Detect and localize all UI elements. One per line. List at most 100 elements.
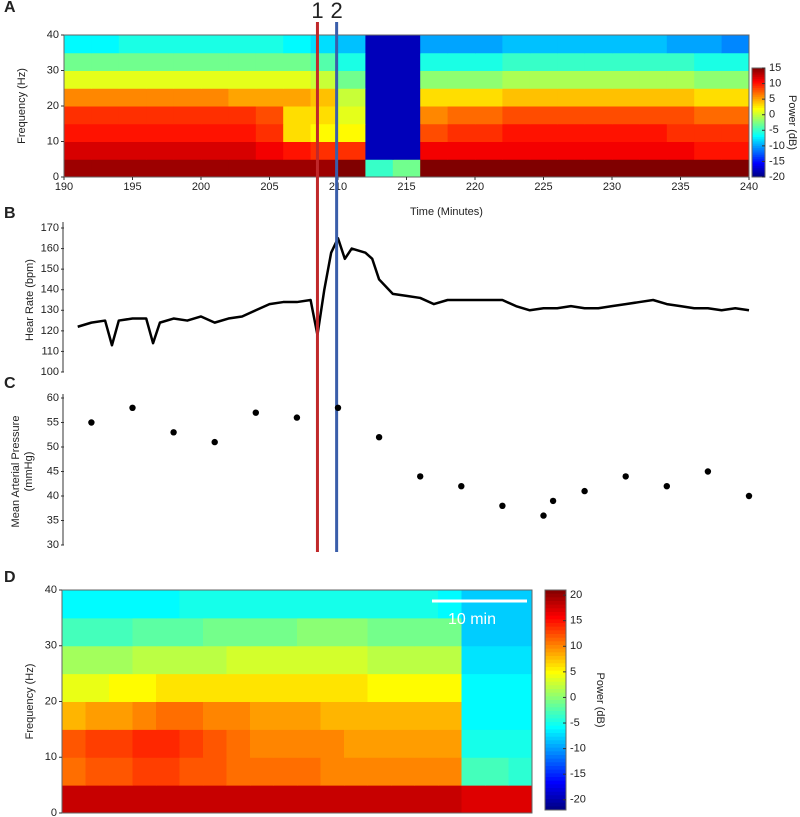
heat-cell (485, 701, 509, 730)
colorbar-segment (752, 97, 765, 100)
y-tick-label: 170 (41, 222, 59, 234)
heat-cell (338, 123, 366, 142)
heat-cell (502, 70, 531, 89)
heat-cell (255, 88, 284, 107)
heat-cell (64, 141, 92, 160)
heat-cell (639, 141, 668, 160)
heat-cell (475, 52, 503, 71)
heat-cell (273, 590, 298, 619)
heat-cell (475, 88, 503, 107)
heat-cell (438, 785, 462, 814)
y-tick-label: 55 (47, 416, 59, 428)
heat-cell (283, 159, 312, 178)
heat-cell (203, 617, 227, 647)
heat-cell (297, 785, 321, 814)
scale-bar-label: 10 min (448, 611, 496, 628)
heat-cell (367, 673, 392, 702)
pressure-point (129, 404, 136, 411)
heat-cell (320, 785, 345, 814)
panel-label: B (4, 205, 16, 222)
colorbar-segment (752, 171, 765, 174)
heat-cell (367, 701, 392, 730)
heat-cell (173, 35, 202, 54)
heart-rate-line (77, 237, 750, 347)
heat-cell (203, 590, 227, 619)
colorbar-segment (752, 157, 765, 160)
colorbar-segment (752, 98, 765, 102)
heat-cell (173, 141, 202, 160)
colorbar-segment (752, 80, 765, 84)
heat-cell (438, 729, 462, 758)
heat-cell (639, 35, 668, 54)
heat-cell (64, 159, 92, 178)
heat-cell (64, 106, 92, 125)
colorbar-segment (752, 100, 765, 104)
x-tick-label: 230 (603, 181, 621, 193)
heat-cell (338, 141, 366, 160)
colorbar-segment (752, 147, 765, 151)
heat-cell (109, 785, 133, 814)
colorbar-segment (545, 604, 566, 609)
colorbar-segment (752, 113, 765, 116)
heat-cell (392, 141, 421, 160)
heat-cell (62, 729, 86, 758)
heat-cell (250, 757, 274, 786)
heat-cell (721, 70, 750, 89)
heat-cell (250, 729, 274, 758)
colorbar-segment (752, 155, 765, 158)
colorbar-segment (545, 736, 566, 741)
heat-cell (297, 701, 321, 730)
y-axis-label: Frequency (Hz) (16, 68, 28, 144)
heat-cell (228, 52, 257, 71)
heat-cell (156, 590, 180, 619)
colorbar-segment (752, 149, 765, 153)
heat-cell (146, 52, 175, 71)
heat-cell (228, 106, 257, 125)
y-tick-label: 35 (47, 514, 59, 526)
heat-cell (447, 106, 476, 125)
colorbar-segment (752, 75, 765, 78)
heat-cell (391, 701, 415, 730)
heat-cell (156, 673, 180, 702)
heat-cell (639, 159, 668, 178)
heat-cell (666, 70, 695, 89)
heat-cell (392, 106, 421, 125)
heat-cell (391, 673, 415, 702)
heat-cell (64, 123, 92, 142)
panel-label: A (4, 0, 16, 16)
y-tick-label: 100 (41, 366, 59, 378)
heat-cell (502, 141, 531, 160)
heat-cell (228, 141, 257, 160)
y-tick-label: 30 (47, 539, 59, 551)
colorbar-segment (545, 608, 566, 613)
colorbar-segment (752, 102, 765, 105)
heat-cell (132, 729, 157, 758)
heat-cell (146, 159, 175, 178)
y-axis-label: Frequency (Hz) (24, 664, 36, 740)
heat-cell (310, 141, 339, 160)
heat-cell (584, 35, 613, 54)
colorbar-tick-label: 5 (769, 93, 775, 105)
heat-cell (297, 673, 321, 702)
heat-cell (297, 645, 321, 675)
heat-cell (91, 106, 120, 125)
colorbar-segment (752, 122, 765, 125)
heat-cell (721, 52, 750, 71)
heat-cell (485, 673, 509, 702)
heat-cell (201, 35, 229, 54)
heat-cell (612, 52, 640, 71)
heat-cell (344, 757, 368, 786)
heat-cell (365, 123, 394, 142)
heat-cell (255, 106, 284, 125)
heat-cell (146, 88, 175, 107)
heat-cell (273, 785, 298, 814)
heat-cell (475, 159, 503, 178)
heat-cell (344, 785, 368, 814)
colorbar-segment (545, 663, 566, 668)
heat-cell (391, 757, 415, 786)
heat-cell (273, 645, 298, 675)
heat-cell (297, 590, 321, 619)
colorbar-segment (545, 674, 566, 679)
colorbar-tick-label: 20 (570, 589, 582, 601)
heat-cell (508, 645, 533, 675)
